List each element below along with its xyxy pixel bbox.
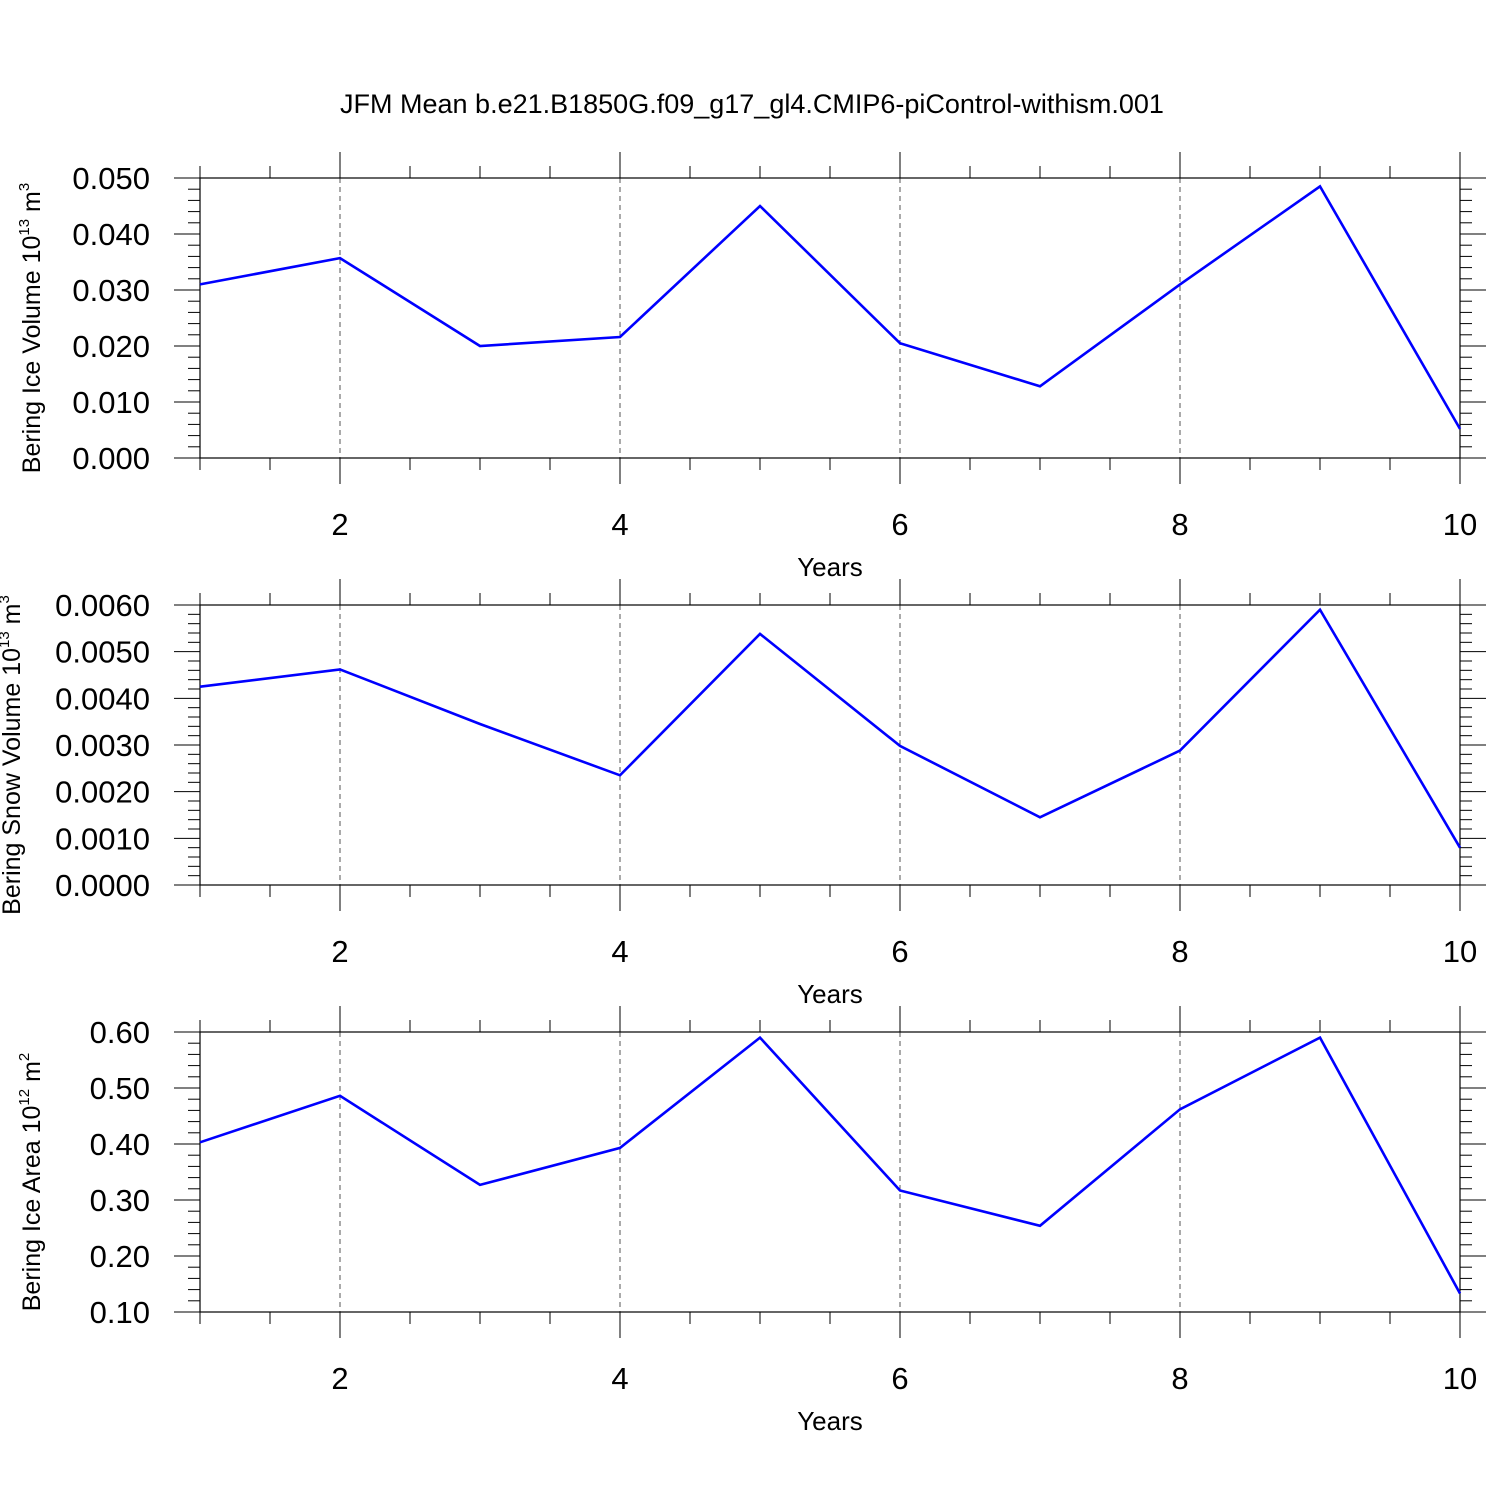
y-tick-label: 0.040 bbox=[72, 217, 150, 252]
y-tick-label: 0.60 bbox=[90, 1015, 150, 1050]
chart-panel-3: 0.10 0.20 0.30 0.40 0.50 0.60 2 4 6 8 10 Years Berin… bbox=[16, 1006, 1486, 1436]
y-tick-label: 0.050 bbox=[72, 161, 150, 196]
y-label-exponent: 13 bbox=[0, 631, 13, 648]
y-label-exponent: 13 bbox=[16, 219, 33, 236]
x-tick-label: 8 bbox=[1171, 507, 1188, 542]
y-label-exponent: 12 bbox=[16, 1089, 33, 1106]
y-tick-label: 0.000 bbox=[72, 441, 150, 476]
y-label-unit: m bbox=[0, 604, 26, 632]
x-tick-label: 6 bbox=[891, 507, 908, 542]
y-label-text: Bering Ice Area 10 bbox=[18, 1106, 46, 1312]
y-tick-label: 0.0010 bbox=[55, 821, 150, 856]
x-tick-label: 2 bbox=[331, 507, 348, 542]
y-tick-label: 0.30 bbox=[90, 1183, 150, 1218]
y-tick-label: 0.0030 bbox=[55, 728, 150, 763]
x-tick-label: 6 bbox=[891, 934, 908, 969]
x-tick-label: 4 bbox=[611, 1361, 628, 1396]
y-label-text: Bering Ice Volume 10 bbox=[18, 236, 46, 474]
x-tick-label: 8 bbox=[1171, 1361, 1188, 1396]
series-line bbox=[199, 184, 1462, 430]
x-axis-label: Years bbox=[797, 1406, 863, 1436]
series-line bbox=[199, 607, 1462, 849]
y-label-unit: m bbox=[18, 191, 46, 219]
x-tick-label: 6 bbox=[891, 1361, 908, 1396]
y-label-unit-exponent: 3 bbox=[16, 183, 33, 191]
y-axis-label: Bering Snow Volume 1013 m3 bbox=[0, 595, 26, 915]
y-tick-label: 0.20 bbox=[90, 1239, 150, 1274]
y-tick-label: 0.40 bbox=[90, 1127, 150, 1162]
x-tick-label: 4 bbox=[611, 934, 628, 969]
series-line bbox=[199, 1035, 1462, 1295]
y-tick-label: 0.0040 bbox=[55, 681, 150, 716]
x-tick-label: 4 bbox=[611, 507, 628, 542]
chart-panel-1: 0.000 0.010 0.020 0.030 0.040 0.050 2 4 6 8 10 Year… bbox=[16, 152, 1486, 582]
x-tick-label: 2 bbox=[331, 934, 348, 969]
figure-title: JFM Mean b.e21.B1850G.f09_g17_gl4.CMIP6-… bbox=[340, 89, 1164, 119]
y-axis-label: Bering Ice Area 1012 m2 bbox=[16, 1053, 46, 1312]
y-tick-label: 0.0000 bbox=[55, 868, 150, 903]
y-tick-label: 0.50 bbox=[90, 1071, 150, 1106]
panels: 0.000 0.010 0.020 0.030 0.040 0.050 2 4 6 8 10 Year… bbox=[0, 152, 1486, 1436]
y-tick-label: 0.030 bbox=[72, 273, 150, 308]
x-tick-label: 2 bbox=[331, 1361, 348, 1396]
y-tick-label: 0.0060 bbox=[55, 588, 150, 623]
y-tick-label: 0.10 bbox=[90, 1295, 150, 1330]
x-tick-label: 10 bbox=[1443, 934, 1477, 969]
y-label-unit: m bbox=[18, 1061, 46, 1089]
y-tick-label: 0.010 bbox=[72, 385, 150, 420]
y-label-text: Bering Snow Volume 10 bbox=[0, 648, 26, 915]
x-axis-label: Years bbox=[797, 552, 863, 582]
y-tick-label: 0.0020 bbox=[55, 775, 150, 810]
x-tick-label: 10 bbox=[1443, 1361, 1477, 1396]
y-tick-label: 0.0050 bbox=[55, 635, 150, 670]
x-axis-label: Years bbox=[797, 979, 863, 1009]
chart-panel-2: 0.0000 0.0010 0.0020 0.0030 0.0040 0.0050 0.00… bbox=[0, 579, 1486, 1009]
x-tick-label: 8 bbox=[1171, 934, 1188, 969]
y-axis-label: Bering Ice Volume 1013 m3 bbox=[16, 183, 46, 473]
y-label-unit-exponent: 2 bbox=[16, 1053, 33, 1061]
x-tick-label: 10 bbox=[1443, 507, 1477, 542]
y-label-unit-exponent: 3 bbox=[0, 595, 13, 603]
y-tick-label: 0.020 bbox=[72, 329, 150, 364]
